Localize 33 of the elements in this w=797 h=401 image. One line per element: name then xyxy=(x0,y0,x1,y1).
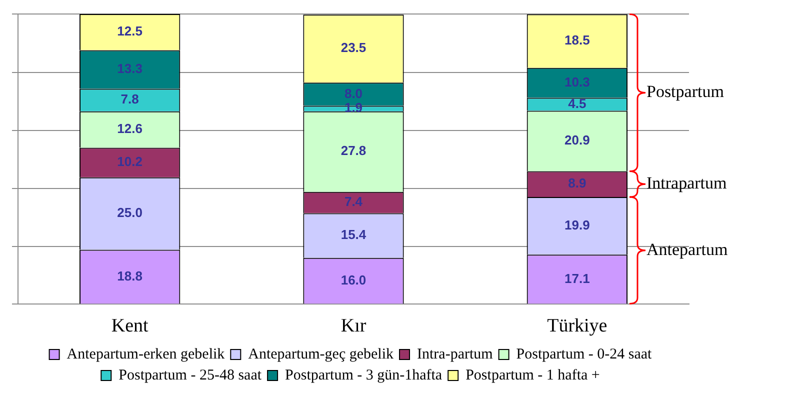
data-label: 25.0 xyxy=(117,205,142,220)
legend-label: Postpartum - 1 hafta + xyxy=(466,367,600,384)
legend-label: Postpartum - 3 gün-1hafta xyxy=(285,367,442,384)
data-label: 20.9 xyxy=(564,132,590,148)
legend-label: Postpartum - 0-24 saat xyxy=(516,346,653,362)
legend-label: Postpartum - 25-48 saat xyxy=(118,367,262,384)
data-label: 12.5 xyxy=(117,24,142,39)
x-tick-label: Türkiye xyxy=(547,316,608,337)
data-label: 15.4 xyxy=(340,227,367,242)
data-label: 12.6 xyxy=(117,121,142,136)
data-label: 10.2 xyxy=(117,154,142,170)
data-label: 10.3 xyxy=(564,74,590,90)
data-label: 7.4 xyxy=(344,194,364,210)
data-label: 7.8 xyxy=(120,92,139,107)
data-label: 16.0 xyxy=(340,272,366,288)
x-tick-label: Kır xyxy=(340,316,367,337)
data-label: 27.8 xyxy=(340,143,366,158)
legend-label: Antepartum-erken gebelik xyxy=(66,346,226,362)
data-label: 19.9 xyxy=(564,217,590,232)
annotation: Postpartum xyxy=(646,82,724,102)
x-tick-label: Kent xyxy=(111,316,150,337)
annotation: Intrapartum xyxy=(646,174,727,193)
data-label: 13.3 xyxy=(117,61,142,76)
data-label: 18.8 xyxy=(117,268,142,284)
data-label: 8.0 xyxy=(344,86,363,101)
legend-label: Intra-partum xyxy=(417,346,494,362)
legend-label: Antepartum-geç gebelik xyxy=(248,346,394,362)
data-label: 18.5 xyxy=(564,32,590,48)
data-label: 4.5 xyxy=(568,96,586,111)
data-label: 17.1 xyxy=(564,270,590,286)
annotation: Antepartum xyxy=(646,240,728,259)
data-label: 23.5 xyxy=(340,40,366,56)
data-label: 8.9 xyxy=(568,176,586,191)
